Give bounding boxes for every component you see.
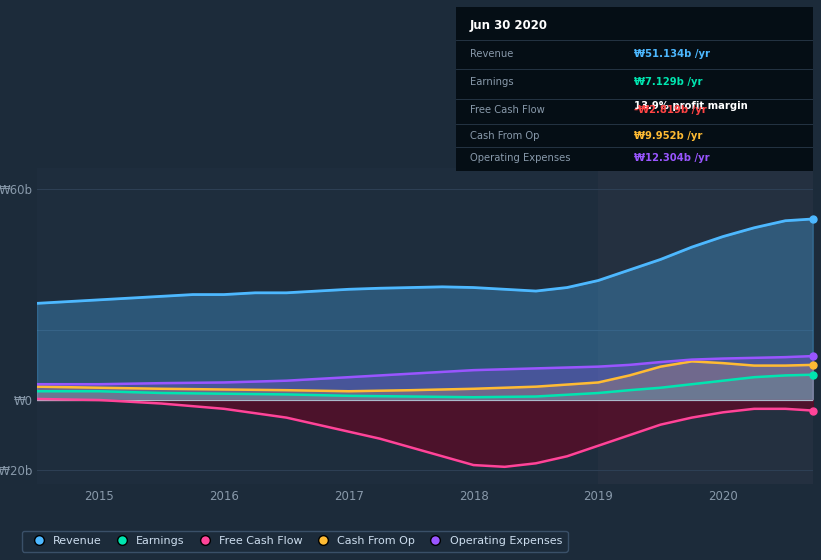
- Text: ₩51.134b /yr: ₩51.134b /yr: [635, 49, 710, 59]
- Text: Revenue: Revenue: [470, 49, 513, 59]
- Text: Cash From Op: Cash From Op: [470, 130, 539, 141]
- Bar: [599, 168, 813, 484]
- Text: ₩7.129b /yr: ₩7.129b /yr: [635, 77, 703, 87]
- Text: Free Cash Flow: Free Cash Flow: [470, 105, 544, 115]
- Text: Operating Expenses: Operating Expenses: [470, 153, 571, 163]
- Text: Jun 30 2020: Jun 30 2020: [470, 18, 548, 32]
- Text: ₩12.304b /yr: ₩12.304b /yr: [635, 153, 710, 163]
- Text: Earnings: Earnings: [470, 77, 514, 87]
- Text: ₩9.952b /yr: ₩9.952b /yr: [635, 130, 703, 141]
- Text: 13.9% profit margin: 13.9% profit margin: [635, 101, 748, 111]
- Legend: Revenue, Earnings, Free Cash Flow, Cash From Op, Operating Expenses: Revenue, Earnings, Free Cash Flow, Cash …: [22, 530, 567, 552]
- Text: -₩2.819b /yr: -₩2.819b /yr: [635, 105, 707, 115]
